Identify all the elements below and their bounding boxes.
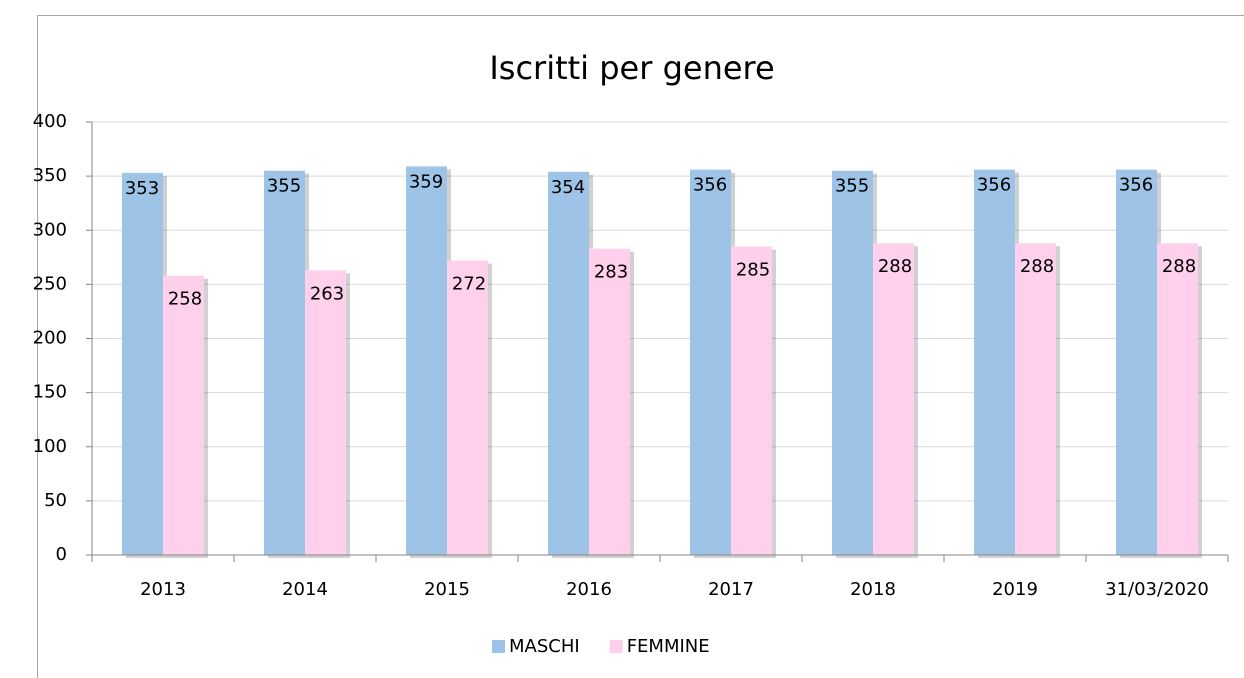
chart-title: Iscritti per genere <box>489 49 774 87</box>
data-label: 272 <box>452 274 486 295</box>
data-label: 288 <box>1162 256 1196 277</box>
bar <box>589 248 630 555</box>
bar <box>406 166 447 555</box>
y-tick-label: 200 <box>33 328 67 349</box>
x-tick-label: 2015 <box>424 579 470 600</box>
y-tick-label: 350 <box>33 165 67 186</box>
y-tick-label: 0 <box>56 544 67 565</box>
data-label: 353 <box>125 178 159 199</box>
y-tick-label: 150 <box>33 382 67 403</box>
bar <box>548 171 589 556</box>
data-label: 258 <box>168 289 202 310</box>
data-label: 285 <box>736 259 770 280</box>
data-label: 359 <box>409 171 443 192</box>
x-tick-label: 2016 <box>566 579 612 600</box>
bar <box>264 170 305 555</box>
legend-label: MASCHI <box>509 636 580 657</box>
legend-swatch <box>492 640 505 653</box>
y-tick-label: 250 <box>33 273 67 294</box>
bar <box>305 270 346 555</box>
x-tick-label: 2018 <box>850 579 896 600</box>
x-tick-label: 2017 <box>708 579 754 600</box>
bar <box>163 275 204 555</box>
data-label: 354 <box>551 177 585 198</box>
data-label: 288 <box>1020 256 1054 277</box>
legend-label: FEMMINE <box>627 636 710 657</box>
bar <box>1157 243 1198 556</box>
data-label: 355 <box>835 176 869 197</box>
data-label: 356 <box>693 175 727 196</box>
bar <box>1015 243 1056 556</box>
data-label: 288 <box>878 256 912 277</box>
bar <box>873 243 914 556</box>
x-tick-label: 31/03/2020 <box>1105 579 1209 600</box>
y-tick-label: 300 <box>33 219 67 240</box>
x-tick-label: 2013 <box>140 579 186 600</box>
bar <box>690 169 731 555</box>
data-label: 355 <box>267 176 301 197</box>
legend-swatch <box>609 640 623 653</box>
bar <box>974 169 1015 555</box>
data-label: 356 <box>977 175 1011 196</box>
bar <box>447 260 488 555</box>
bar <box>1116 169 1157 555</box>
data-label: 283 <box>594 262 628 283</box>
data-label: 356 <box>1119 175 1153 196</box>
data-label: 263 <box>310 283 344 304</box>
y-tick-label: 50 <box>44 490 67 511</box>
bar <box>832 170 873 555</box>
x-tick-label: 2019 <box>992 579 1038 600</box>
y-tick-label: 100 <box>33 436 67 457</box>
bar <box>731 246 772 556</box>
y-tick-label: 400 <box>33 111 67 132</box>
bar <box>122 172 163 555</box>
x-tick-label: 2014 <box>282 579 328 600</box>
chart-border <box>37 15 1244 678</box>
